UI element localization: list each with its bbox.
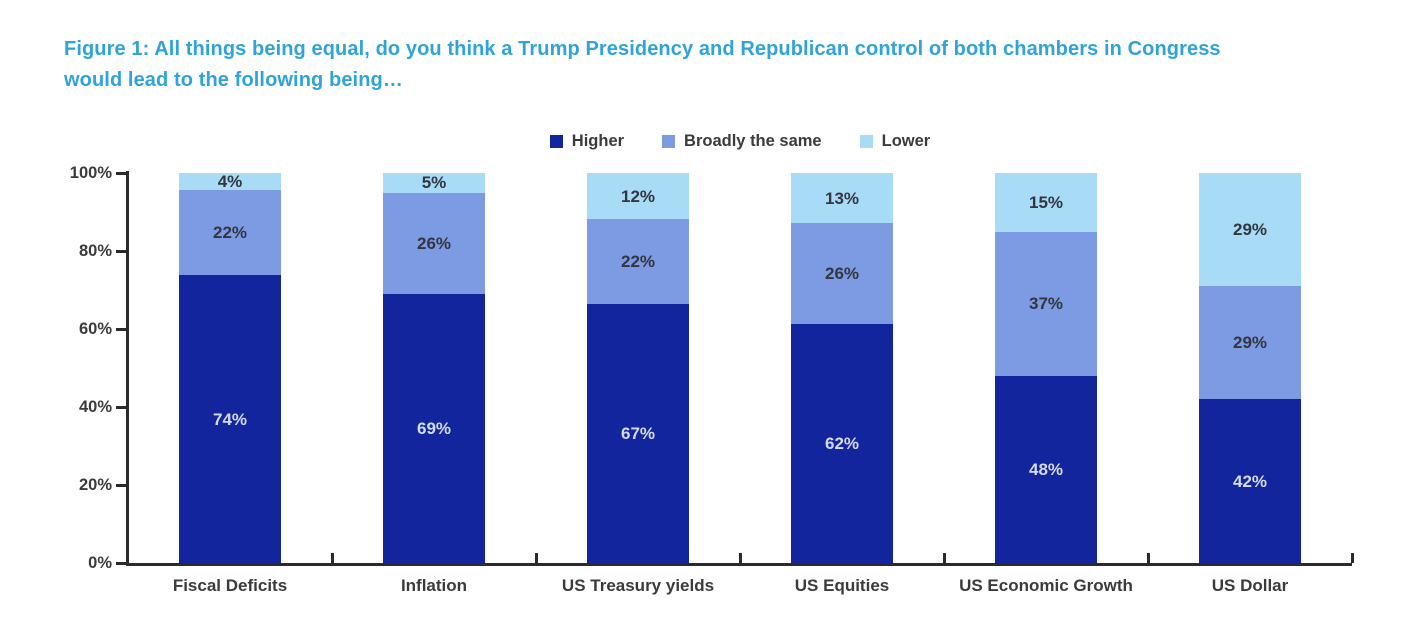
category-label: US Dollar <box>1211 576 1289 595</box>
x-tick <box>1350 553 1354 563</box>
category-label: US Economic Growth <box>959 576 1133 595</box>
bar-segment-lower: 29% <box>1199 173 1301 287</box>
value-label: 12% <box>620 186 656 206</box>
value-label: 26% <box>416 233 452 253</box>
bar-us-equities: 13% 26% 62% <box>791 173 893 563</box>
legend-item-lower: Lower <box>859 131 931 151</box>
x-tick <box>1146 553 1150 563</box>
figure-title-line1: Figure 1: All things being equal, do you… <box>64 38 1221 60</box>
y-tick-label: 100% <box>69 164 112 182</box>
y-tick <box>116 171 128 175</box>
category-label: US Equities <box>794 576 890 595</box>
bar-us-economic-growth: 15% 37% 48% <box>995 173 1097 563</box>
value-label: 62% <box>824 433 860 453</box>
value-label: 22% <box>212 223 248 243</box>
value-label: 69% <box>416 418 452 438</box>
legend-item-broadly-the-same: Broadly the same <box>662 132 822 151</box>
value-label: 22% <box>620 252 656 272</box>
value-label: 29% <box>1232 220 1268 240</box>
bar-segment-higher: 42% <box>1199 399 1301 563</box>
bar-segment-lower: 4% <box>179 173 281 190</box>
bar-segment-lower: 15% <box>995 173 1097 232</box>
bar-us-dollar: 29% 29% 42% <box>1199 173 1301 563</box>
bar-segment-higher: 62% <box>791 323 893 563</box>
y-tick-label: 80% <box>78 242 112 260</box>
y-axis-line <box>126 171 129 566</box>
category-label: US Treasury yields <box>561 576 715 595</box>
category-label: Inflation <box>400 576 468 595</box>
x-tick <box>330 553 334 563</box>
y-tick-label: 40% <box>78 398 112 416</box>
bar-segment-broadly-the-same: 37% <box>995 231 1097 376</box>
x-tick <box>534 553 538 563</box>
y-tick <box>116 327 128 331</box>
value-label: 48% <box>1028 459 1064 479</box>
bar-segment-broadly-the-same: 22% <box>179 190 281 276</box>
value-label: 5% <box>421 173 447 193</box>
bar-segment-broadly-the-same: 26% <box>791 223 893 324</box>
category-label: Fiscal Deficits <box>172 576 288 595</box>
chart-legend: Higher Broadly the same Lower <box>128 130 1352 152</box>
x-tick <box>942 553 946 563</box>
figure-title-line2: would lead to the following being… <box>64 69 403 91</box>
bar-segment-lower: 5% <box>383 173 485 193</box>
bar-fiscal-deficits: 4% 22% 74% <box>179 173 281 563</box>
bar-segment-broadly-the-same: 26% <box>383 192 485 294</box>
legend-swatch-icon <box>662 134 676 148</box>
value-label: 15% <box>1028 192 1064 212</box>
bar-segment-higher: 69% <box>383 293 485 563</box>
bar-us-treasury-yields: 12% 22% 67% <box>587 173 689 564</box>
y-tick-label: 20% <box>78 476 112 494</box>
x-axis-line <box>126 563 1352 566</box>
value-label: 74% <box>212 409 248 429</box>
y-tick <box>116 561 128 565</box>
bar-segment-higher: 48% <box>995 375 1097 563</box>
y-tick <box>116 249 128 253</box>
value-label: 4% <box>217 172 243 191</box>
bar-segment-higher: 74% <box>179 275 281 563</box>
legend-item-higher: Higher <box>549 131 625 151</box>
value-label: 29% <box>1232 333 1268 353</box>
bar-inflation: 5% 26% 69% <box>383 173 485 563</box>
bar-segment-lower: 12% <box>587 173 689 220</box>
y-tick-label: 60% <box>78 320 112 338</box>
bar-segment-broadly-the-same: 29% <box>1199 286 1301 400</box>
figure-title: Figure 1: All things being equal, do you… <box>64 34 1364 96</box>
legend-swatch-icon <box>549 134 563 148</box>
value-label: 13% <box>824 188 860 208</box>
legend-label: Higher <box>571 131 625 150</box>
x-tick <box>738 553 742 563</box>
value-label: 26% <box>824 263 860 283</box>
legend-label: Lower <box>881 131 931 150</box>
bar-segment-higher: 67% <box>587 304 689 564</box>
value-label: 37% <box>1028 294 1064 314</box>
legend-label: Broadly the same <box>684 131 822 150</box>
y-tick-label: 0% <box>88 554 112 572</box>
value-label: 67% <box>620 424 656 444</box>
legend-swatch-icon <box>859 134 873 148</box>
bar-segment-broadly-the-same: 22% <box>587 219 689 305</box>
value-label: 42% <box>1232 471 1268 491</box>
bar-segment-lower: 13% <box>791 173 893 224</box>
y-tick <box>116 405 128 409</box>
y-tick <box>116 483 128 487</box>
